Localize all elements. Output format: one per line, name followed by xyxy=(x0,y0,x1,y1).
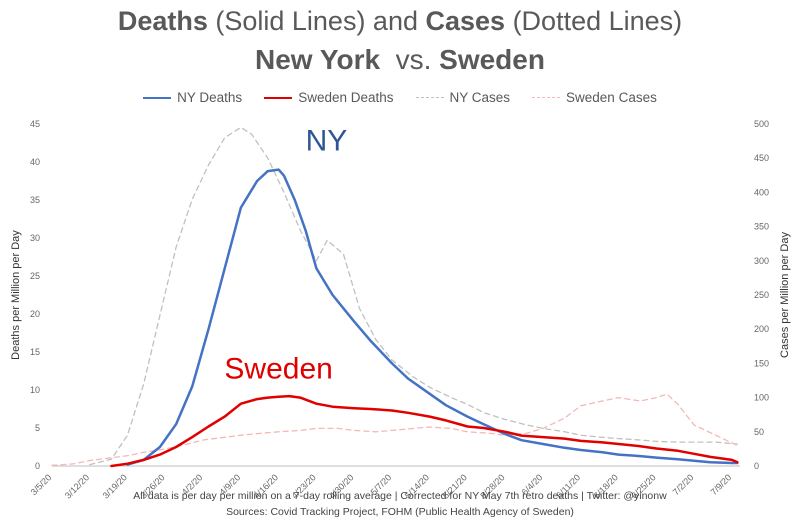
annotation-sweden: Sweden xyxy=(224,353,332,386)
y-tick-label: 20 xyxy=(30,309,40,319)
title-solid-lines: (Solid Lines) and xyxy=(207,6,426,36)
legend-label-sweden-cases: Sweden Cases xyxy=(566,90,657,105)
legend-swatch-sweden-deaths xyxy=(264,96,293,99)
annotation-ny: NY xyxy=(306,125,348,158)
legend-label-ny-deaths: NY Deaths xyxy=(177,90,243,105)
y-tick-label: 25 xyxy=(30,271,40,281)
legend-item-ny-cases: NY Cases xyxy=(415,90,511,105)
legend-swatch-ny-deaths xyxy=(143,96,172,99)
legend-swatch-ny-cases xyxy=(415,97,444,98)
y-tick-label: 30 xyxy=(30,233,40,243)
y-tick-label: 40 xyxy=(30,157,40,167)
y2-tick-label: 200 xyxy=(754,324,769,334)
y2-tick-label: 100 xyxy=(754,393,769,403)
chart-legend: NY Deaths Sweden Deaths NY Cases Sweden … xyxy=(0,90,800,105)
title-cases: Cases xyxy=(425,6,506,36)
y2-tick-label: 0 xyxy=(754,461,759,471)
y-tick-label: 10 xyxy=(30,385,40,395)
title-new-york: New York xyxy=(255,44,381,75)
y2-tick-label: 300 xyxy=(754,256,769,266)
series-line-sweden-cases xyxy=(51,393,738,466)
y-tick-label: 0 xyxy=(35,461,40,471)
legend-item-sweden-deaths: Sweden Deaths xyxy=(264,90,394,105)
y2-tick-label: 350 xyxy=(754,222,769,232)
y2-axis-title: Cases per Million per Day xyxy=(779,232,791,358)
series-line-ny-cases xyxy=(89,126,738,466)
y2-tick-label: 50 xyxy=(754,427,764,437)
series-line-ny-deaths xyxy=(126,168,739,466)
y2-tick-label: 250 xyxy=(754,290,769,300)
y-tick-label: 5 xyxy=(35,423,40,433)
legend-item-ny-deaths: NY Deaths xyxy=(143,90,242,105)
y-axis-title: Deaths per Million per Day xyxy=(10,230,22,360)
legend-label-ny-cases: NY Cases xyxy=(449,90,511,105)
y-tick-label: 45 xyxy=(30,119,40,129)
y2-tick-label: 500 xyxy=(754,119,769,129)
y-tick-label: 15 xyxy=(30,347,40,357)
series-line-sweden-deaths xyxy=(110,394,739,468)
title-vs: vs. xyxy=(380,44,440,75)
y2-tick-label: 450 xyxy=(754,153,769,163)
legend-item-sweden-cases: Sweden Cases xyxy=(532,90,657,105)
chart-title-line-1: Deaths (Solid Lines) and Cases (Dotted L… xyxy=(0,6,800,37)
legend-label-sweden-deaths: Sweden Deaths xyxy=(298,90,394,105)
chart-title-line-2: New York vs. Sweden xyxy=(0,44,800,76)
title-sweden: Sweden xyxy=(439,44,545,75)
title-dotted-lines: (Dotted Lines) xyxy=(505,6,683,36)
y-tick-label: 35 xyxy=(30,195,40,205)
y2-tick-label: 150 xyxy=(754,358,769,368)
title-deaths: Deaths xyxy=(117,6,208,36)
footer-sources: Sources: Covid Tracking Project, FOHM (P… xyxy=(226,506,574,518)
footer-note: All data is per day per million on a 7-d… xyxy=(133,490,667,502)
legend-swatch-sweden-cases xyxy=(532,97,561,98)
y2-tick-label: 400 xyxy=(754,187,769,197)
